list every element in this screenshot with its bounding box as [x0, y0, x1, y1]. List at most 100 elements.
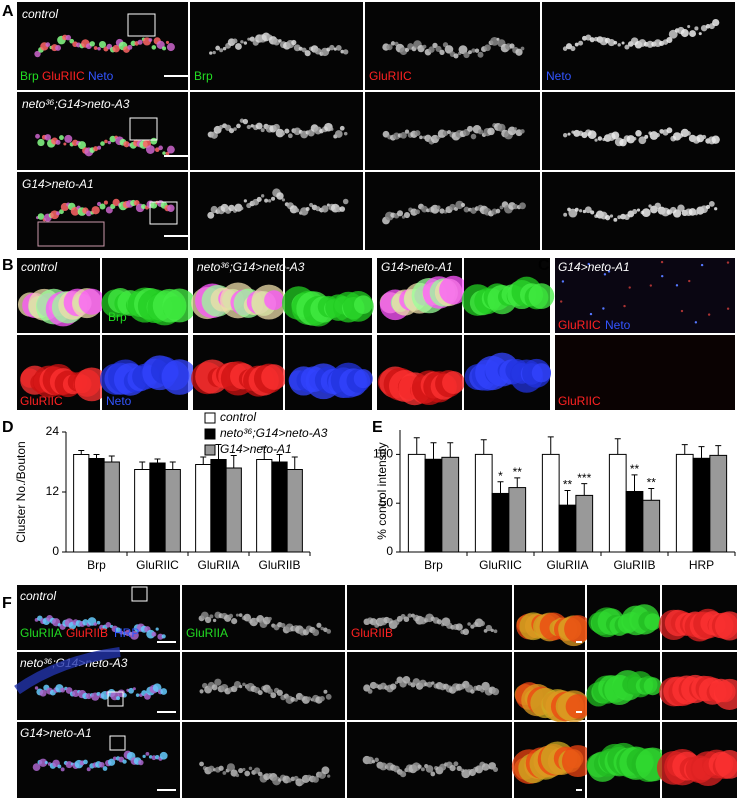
- bouton: [235, 773, 240, 778]
- error-bar: [648, 488, 655, 501]
- condition-label: control: [21, 260, 57, 274]
- bouton: [151, 45, 157, 50]
- error-bar: [108, 455, 115, 462]
- bouton: [55, 139, 61, 145]
- bouton: [467, 622, 471, 626]
- micrograph: [555, 258, 735, 333]
- bouton: [253, 767, 261, 774]
- panel-letter: A: [2, 3, 14, 20]
- bouton: [294, 698, 298, 702]
- x-tick-label: HRP: [689, 558, 714, 572]
- bouton: [468, 50, 472, 55]
- bouton: [37, 213, 45, 220]
- bouton: [474, 765, 484, 774]
- bouton: [96, 620, 101, 625]
- bouton: [103, 200, 108, 205]
- bouton: [127, 44, 133, 50]
- bouton: [281, 198, 286, 202]
- bouton: [644, 134, 649, 139]
- x-tick-label: GluRIIB: [613, 558, 655, 572]
- error-bar: [261, 446, 268, 460]
- bouton: [271, 196, 276, 201]
- bouton: [321, 766, 330, 775]
- bouton: [93, 46, 98, 50]
- bouton: [632, 209, 638, 215]
- bouton: [305, 207, 310, 211]
- bouton: [515, 48, 523, 56]
- bouton: [415, 209, 420, 215]
- legend-label: neto³⁶;G14>neto-A3: [220, 426, 328, 440]
- bouton: [584, 206, 592, 214]
- bouton: [116, 696, 121, 701]
- y-axis-label: % control intensity: [375, 442, 389, 539]
- significance: **: [647, 476, 657, 490]
- bouton: [319, 696, 325, 702]
- bouton: [624, 44, 630, 50]
- error-bar: [276, 454, 283, 462]
- bouton: [264, 290, 284, 310]
- bouton: [93, 622, 98, 626]
- bouton: [60, 687, 66, 693]
- bouton: [587, 130, 597, 139]
- channel-label: GluRIIC: [558, 318, 601, 332]
- bouton: [419, 135, 423, 140]
- error-bar: [291, 456, 298, 470]
- bouton: [574, 207, 579, 212]
- bouton: [267, 199, 272, 203]
- bouton: [244, 770, 251, 777]
- bouton: [242, 682, 246, 687]
- bouton: [609, 214, 614, 218]
- bouton: [98, 761, 105, 768]
- bouton: [166, 43, 175, 52]
- bouton: [150, 137, 158, 145]
- bouton: [330, 127, 334, 131]
- y-tick-label: 0: [386, 544, 393, 558]
- bouton: [353, 295, 373, 314]
- condition-label: G14>neto-A1: [381, 260, 453, 274]
- bouton: [512, 203, 519, 210]
- significance: ***: [577, 471, 591, 485]
- bouton: [455, 623, 463, 631]
- bouton: [705, 204, 711, 210]
- speck: [603, 273, 607, 276]
- bouton: [613, 40, 618, 45]
- bouton: [159, 751, 168, 760]
- bouton: [578, 209, 583, 213]
- significance: **: [563, 478, 573, 492]
- significance: **: [513, 465, 523, 479]
- bouton: [123, 141, 130, 148]
- y-tick-label: 12: [46, 484, 60, 498]
- bouton: [132, 687, 136, 691]
- bouton: [428, 46, 435, 53]
- bouton: [411, 762, 421, 772]
- bar: [134, 469, 151, 553]
- y-tick-label: 24: [46, 424, 60, 438]
- bouton: [339, 125, 345, 131]
- inset-box: [107, 691, 124, 707]
- bouton: [154, 147, 160, 153]
- bouton: [470, 689, 475, 694]
- bouton: [613, 217, 618, 222]
- error-bar: [681, 444, 688, 455]
- speck: [561, 280, 565, 283]
- bouton: [531, 363, 551, 383]
- speck: [680, 309, 684, 313]
- bouton: [235, 613, 239, 617]
- channel-label: GluRIIC: [42, 69, 85, 83]
- bouton: [270, 692, 277, 699]
- bouton: [485, 624, 493, 632]
- bouton: [35, 133, 40, 139]
- bouton: [495, 208, 501, 214]
- bouton: [666, 127, 673, 134]
- bouton: [316, 622, 322, 628]
- bar: [558, 504, 577, 553]
- bar: [608, 453, 627, 553]
- row-label: G14>neto-A1: [20, 726, 92, 740]
- x-tick-label: GluRIIC: [479, 558, 522, 572]
- x-tick-label: GluRIIB: [258, 558, 300, 572]
- micrograph: [365, 172, 540, 250]
- bouton: [490, 628, 494, 633]
- bouton: [122, 759, 127, 764]
- error-bar: [514, 477, 521, 488]
- condition-label: neto³⁶;G14>neto-A3: [197, 260, 305, 274]
